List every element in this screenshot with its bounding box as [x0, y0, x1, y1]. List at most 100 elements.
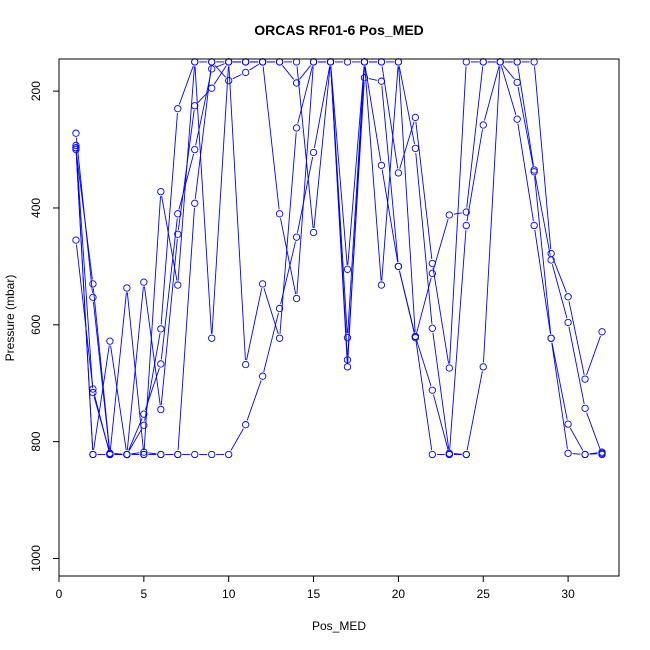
series-1-segment — [313, 66, 331, 149]
data-point — [581, 375, 589, 383]
data-point — [462, 221, 470, 230]
data-point — [72, 145, 80, 154]
data-point — [428, 324, 436, 332]
series-1-segment — [246, 380, 262, 421]
series-3-segment — [449, 229, 467, 451]
data-point — [157, 450, 165, 459]
series-4-segment — [502, 65, 515, 80]
series-4-segment — [213, 65, 227, 85]
x-tick-label: 20 — [392, 587, 406, 601]
data-point — [530, 58, 538, 66]
series-4-segment — [280, 218, 297, 295]
series-4-segment — [551, 342, 568, 420]
series-3-segment — [398, 66, 416, 333]
data-point — [242, 421, 250, 429]
data-point — [445, 211, 453, 219]
series-1-segment — [330, 66, 348, 265]
data-point — [258, 372, 267, 380]
data-point — [275, 334, 284, 342]
series-6-segment — [177, 207, 195, 451]
series-6-segment — [296, 66, 314, 229]
series-3-segment — [347, 66, 365, 334]
data-point — [394, 262, 403, 271]
series-3 — [72, 58, 606, 459]
data-point — [258, 58, 267, 66]
data-point — [394, 58, 403, 66]
data-point — [123, 284, 131, 292]
data-point — [530, 221, 538, 230]
data-point — [191, 450, 199, 459]
y-tick-label: 800 — [29, 431, 43, 451]
data-point — [428, 386, 436, 394]
series-1-segment — [483, 66, 501, 363]
series-6-segment — [92, 288, 110, 449]
x-tick-label: 10 — [222, 587, 236, 601]
data-point — [309, 228, 318, 237]
series-5-segment — [128, 418, 143, 451]
series-4-segment — [398, 270, 415, 334]
data-point — [513, 58, 521, 66]
series-4-segment — [569, 427, 584, 451]
data-point — [191, 199, 199, 207]
series-4-segment — [517, 86, 534, 168]
data-point — [89, 388, 97, 397]
series-2-segment — [398, 66, 415, 145]
data-point — [140, 450, 148, 459]
plot-area — [72, 58, 606, 459]
data-point — [479, 363, 487, 371]
data-point — [428, 269, 436, 278]
data-point — [343, 356, 352, 364]
x-tick-label: 25 — [477, 587, 491, 601]
data-point — [157, 360, 165, 368]
series-6-segment — [399, 121, 415, 169]
series-3-segment — [433, 394, 449, 451]
series-1-segment — [364, 66, 382, 161]
data-point — [174, 450, 182, 459]
data-point — [445, 364, 453, 372]
data-point — [123, 450, 131, 459]
series-4-segment — [347, 82, 365, 356]
data-point — [564, 420, 572, 428]
data-point — [428, 259, 436, 268]
series-3-segment — [483, 66, 500, 121]
series-1-segment — [148, 452, 157, 455]
data-point — [394, 169, 403, 177]
data-point — [89, 450, 97, 459]
data-point — [106, 449, 114, 457]
data-point — [242, 58, 250, 66]
data-point — [479, 121, 487, 129]
series-6-segment — [501, 66, 517, 115]
data-point — [343, 58, 352, 66]
data-point — [191, 102, 199, 110]
series-3-segment — [416, 340, 432, 387]
series-4-segment — [296, 66, 314, 295]
data-point — [598, 449, 606, 457]
data-point — [208, 65, 216, 73]
y-tick-label: 400 — [29, 198, 43, 218]
series-2-segment — [160, 113, 178, 325]
data-point — [157, 325, 165, 333]
series-5-segment — [195, 73, 212, 146]
series-2-segment — [178, 65, 194, 105]
data-point — [360, 58, 369, 66]
data-point — [292, 294, 301, 303]
series-4-segment — [143, 286, 161, 406]
series-6-segment — [313, 66, 331, 229]
series-6-segment — [572, 453, 581, 455]
series-1-segment — [230, 428, 244, 451]
data-point — [598, 328, 606, 336]
data-point — [445, 450, 453, 459]
series-1-segment — [381, 169, 399, 263]
data-point — [140, 278, 148, 286]
data-point — [242, 360, 250, 369]
series-3-segment — [76, 244, 93, 385]
series-4-segment — [416, 277, 432, 334]
data-point — [547, 256, 555, 264]
data-point — [292, 58, 301, 66]
series-2-segment — [415, 152, 433, 324]
data-point — [72, 236, 80, 244]
data-point — [309, 58, 318, 66]
series-6 — [72, 58, 606, 459]
data-point — [428, 450, 436, 459]
data-point — [513, 115, 521, 123]
